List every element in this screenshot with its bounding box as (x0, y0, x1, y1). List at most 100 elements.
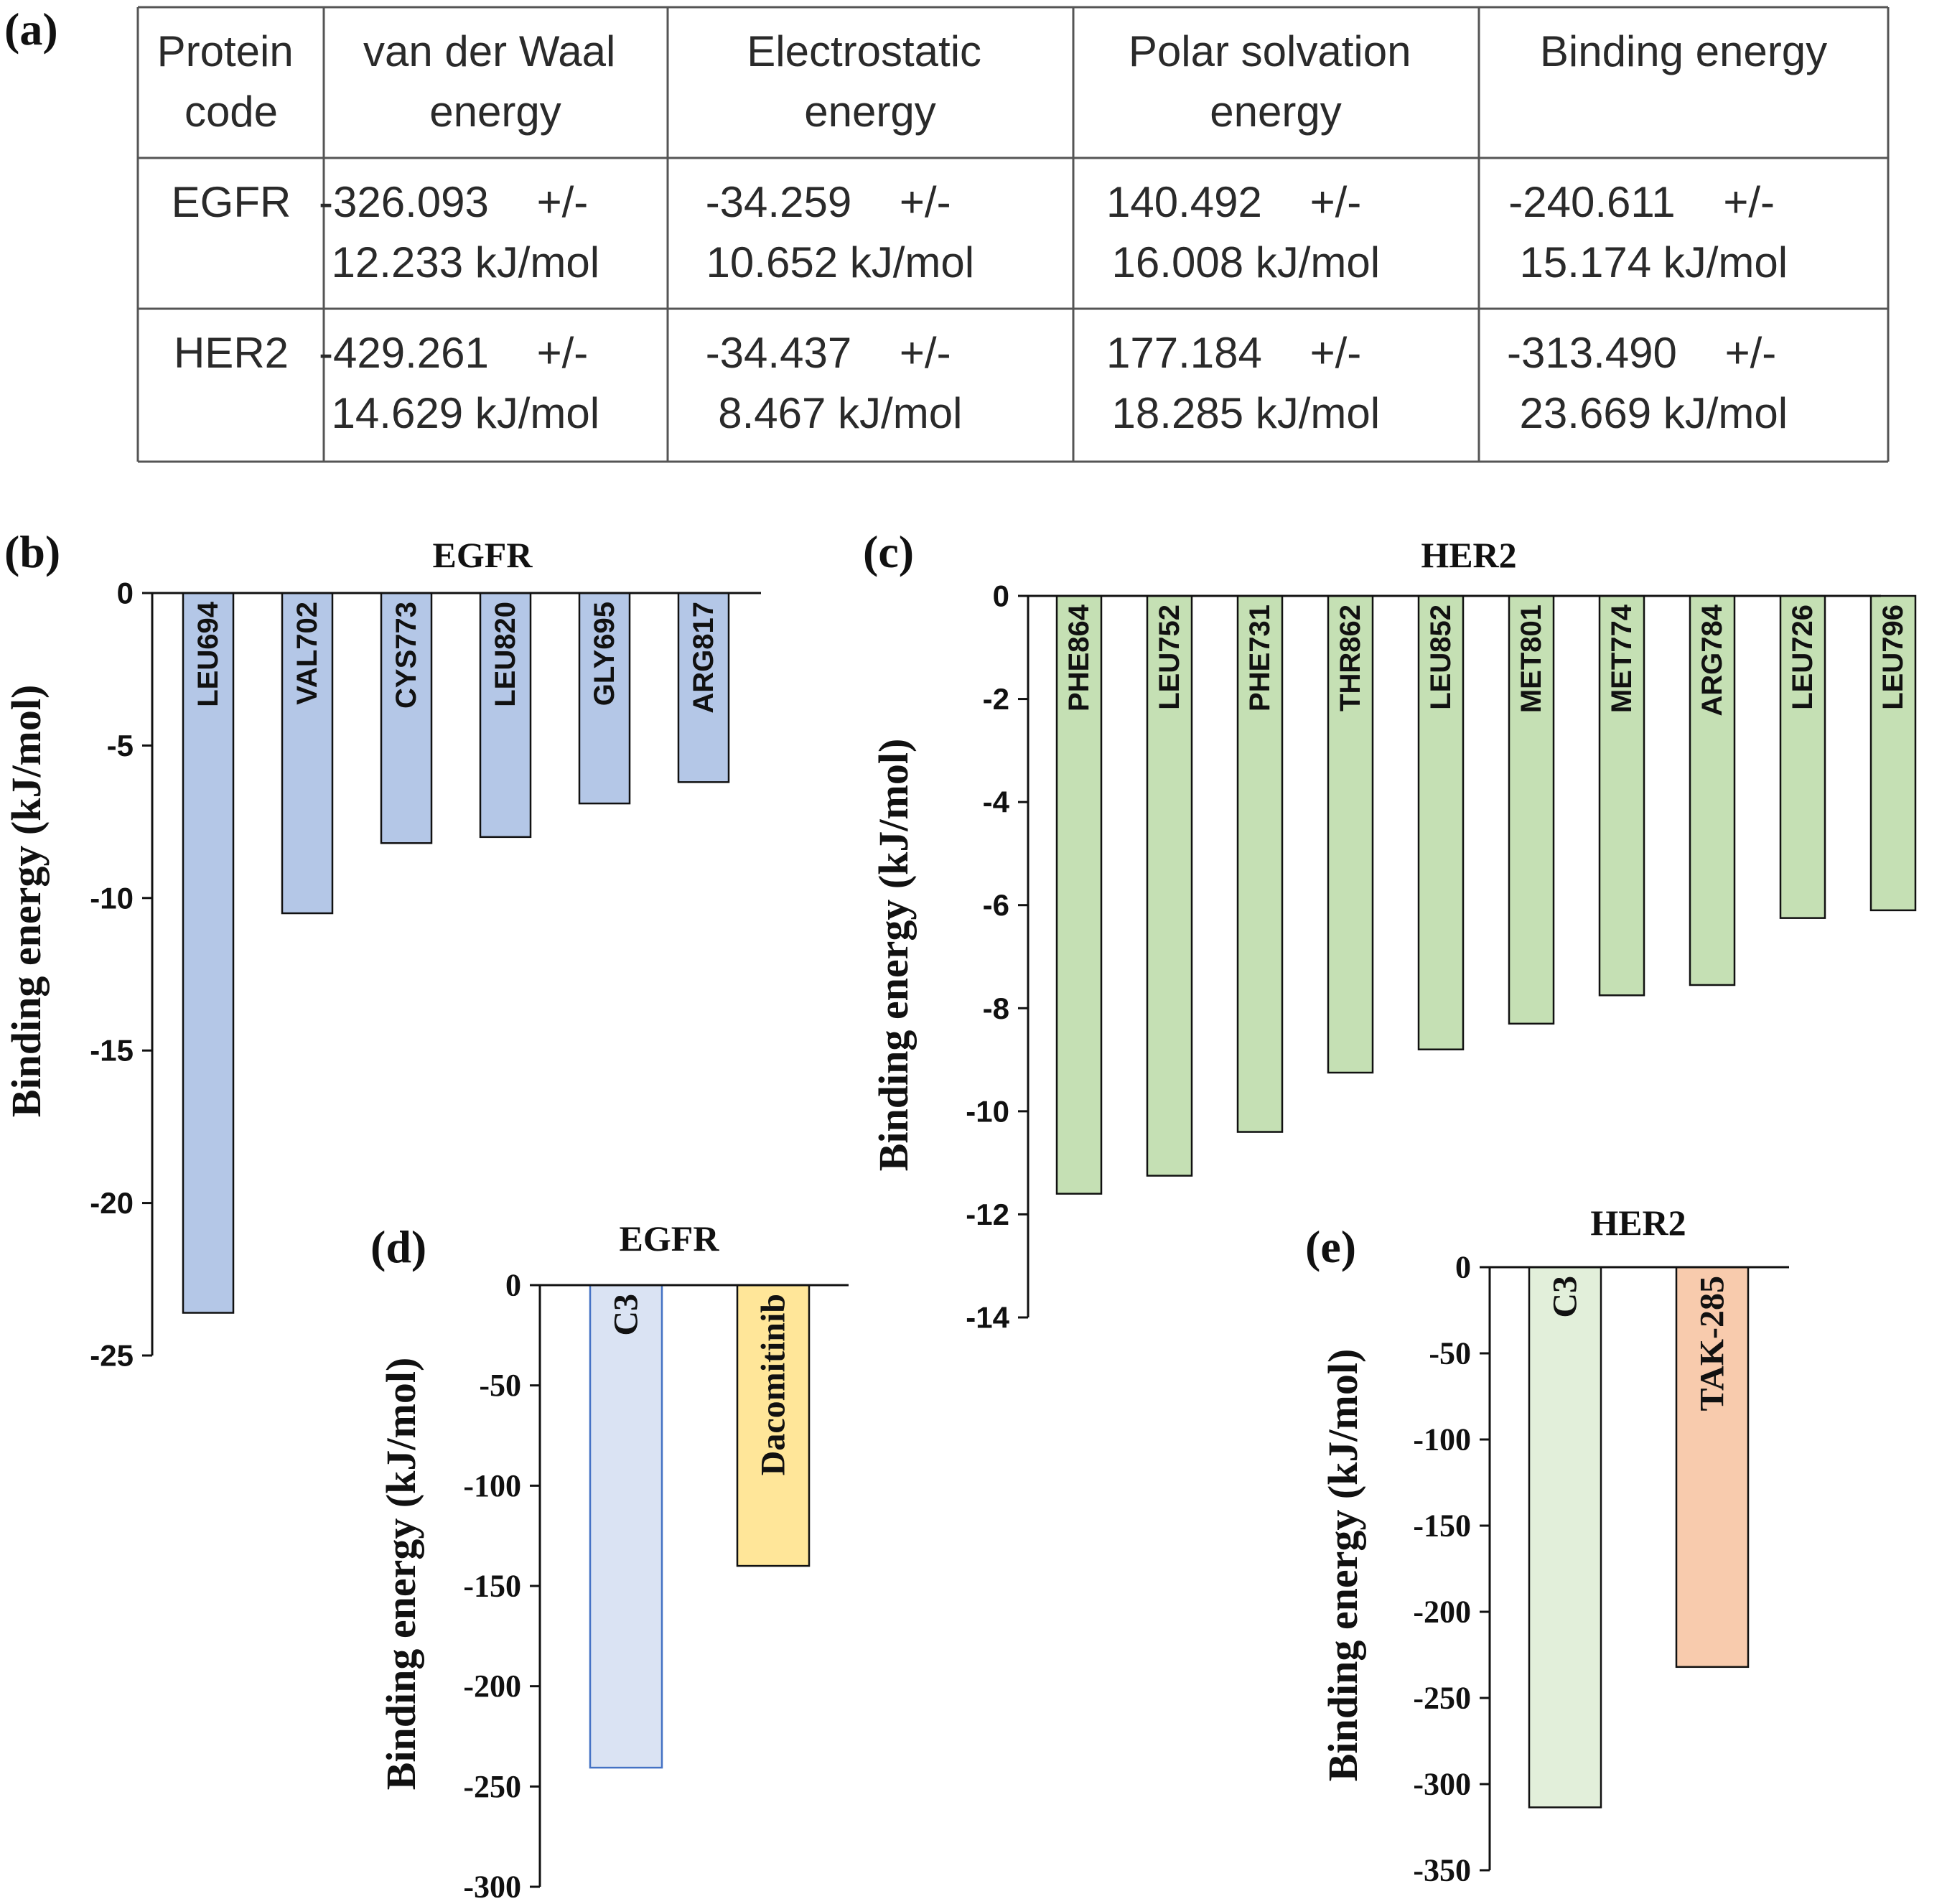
cell-line: 15.174 kJ/mol (1520, 238, 1788, 286)
cell-line: 16.008 kJ/mol (1112, 238, 1381, 286)
bar-label: PHE864 (1063, 604, 1095, 711)
bar-label: MET774 (1606, 604, 1638, 713)
header-line: Polar solvation (1129, 27, 1411, 75)
table-cell: 140.492 +/- 16.008 kJ/mol (0, 0, 1445, 286)
bar (182, 592, 235, 1314)
table-cell: -34.437 +/- 8.467 kJ/mol (0, 0, 1035, 437)
y-tick-label: -300 (463, 1870, 521, 1904)
header-line: energy (804, 88, 935, 136)
bar-label: C3 (1546, 1276, 1584, 1318)
table-header-polar: Polar solvation energy (1129, 27, 1423, 136)
y-tick-label: -250 (463, 1769, 521, 1804)
bar-label: Dacomitinib (755, 1294, 793, 1475)
y-axis-label: Binding energy (kJ/mol) (1320, 1349, 1366, 1782)
table-header-electrostatic: Electrostatic energy (747, 27, 993, 136)
bar (1598, 594, 1645, 997)
cell-line: -34.437 +/- (706, 329, 951, 377)
y-tick-label: -4 (983, 785, 1010, 819)
bar (1689, 594, 1736, 986)
y-tick-label: -5 (107, 729, 134, 762)
bar-label: CYS773 (391, 602, 422, 709)
header-line: Electrostatic (747, 27, 981, 75)
y-tick-label: -20 (90, 1186, 134, 1220)
y-tick-label: -200 (1413, 1595, 1471, 1630)
table-header-protein-code: Protein code (157, 27, 306, 136)
energy-table: Protein code van der Waal energy Electro… (0, 0, 1890, 463)
bar-label: ARG817 (688, 602, 719, 714)
bar-label: VAL702 (291, 602, 323, 705)
bar-label: LEU852 (1425, 605, 1457, 710)
y-tick-label: -10 (90, 881, 134, 915)
bar-label: LEU796 (1877, 605, 1909, 710)
chart-her2-ligands: HER2 Binding energy (kJ/mol) C3 TAK-285 0 -50… (1320, 1203, 1789, 1888)
bar (479, 592, 532, 839)
chart-egfr-ligands: EGFR Binding energy (kJ/mol) C3 Dacomitinib… (378, 1218, 849, 1904)
cell-line: -313.490 +/- (1507, 329, 1776, 377)
header-line: Protein (157, 27, 294, 75)
table-cell: -326.093 +/- 12.233 kJ/mol (0, 0, 672, 286)
bar (578, 592, 631, 805)
y-tick-label: -2 (983, 682, 1009, 716)
cell-line: 23.669 kJ/mol (1520, 389, 1788, 437)
table-cell: -313.490 +/- 23.669 kJ/mol (0, 0, 1860, 437)
y-tick-label: -25 (90, 1339, 134, 1373)
header-line: code (185, 88, 278, 136)
y-tick-label: -50 (479, 1368, 521, 1403)
panel-label-d: (d) (370, 1221, 426, 1272)
cell-line: -34.259 +/- (706, 178, 951, 226)
header-line: energy (429, 88, 561, 136)
y-tick-label: -100 (463, 1468, 521, 1503)
bar (380, 592, 433, 844)
table-header-vdw: van der Waal energy (363, 27, 627, 136)
panel-label-e: (e) (1305, 1221, 1356, 1272)
bar-label: LEU726 (1787, 605, 1818, 710)
cell-line: 140.492 +/- (1106, 178, 1361, 226)
chart-title: EGFR (620, 1218, 720, 1259)
cell-line: -240.611 +/- (1508, 178, 1775, 226)
bar-label: PHE731 (1244, 605, 1276, 711)
cell-line: -429.261 +/- (319, 329, 588, 377)
y-tick-label: -100 (1413, 1422, 1471, 1457)
bar-label: LEU694 (192, 601, 224, 706)
bar (1055, 594, 1103, 1195)
y-tick-label: -300 (1413, 1767, 1471, 1802)
table-cell: -429.261 +/- 14.629 kJ/mol (0, 0, 672, 437)
y-tick-label: 0 (117, 577, 134, 610)
y-axis-label: Binding energy (kJ/mol) (378, 1358, 424, 1791)
y-tick-label: -6 (983, 888, 1009, 922)
bar (1675, 1266, 1750, 1669)
header-line: van der Waal (363, 27, 615, 75)
y-tick-label: -15 (90, 1034, 134, 1068)
cell-line: 18.285 kJ/mol (1112, 389, 1381, 437)
panel-label-c: (c) (863, 526, 914, 577)
y-tick-label: -12 (966, 1198, 1009, 1231)
bar-label: LEU820 (490, 602, 521, 707)
cell-line: 14.629 kJ/mol (332, 389, 600, 437)
bar-label: MET801 (1516, 605, 1547, 713)
y-tick-label: 0 (993, 579, 1009, 613)
y-tick-label: -200 (463, 1669, 521, 1704)
y-tick-label: -10 (966, 1094, 1009, 1128)
y-tick-label: 0 (1455, 1250, 1471, 1285)
y-tick-label: -250 (1413, 1681, 1471, 1716)
y-axis-label: Binding energy (kJ/mol) (870, 739, 917, 1172)
bar-label: GLY695 (589, 602, 620, 706)
table-cell: 177.184 +/- 18.285 kJ/mol (0, 0, 1445, 437)
bar (1528, 1266, 1602, 1809)
table-cell: -240.611 +/- 15.174 kJ/mol (0, 0, 1859, 286)
bar (1417, 594, 1465, 1050)
table-cell: -34.259 +/- 10.652 kJ/mol (0, 0, 1035, 286)
y-tick-label: -350 (1413, 1853, 1471, 1888)
y-tick-label: -150 (463, 1569, 521, 1604)
bar-label: C3 (607, 1294, 645, 1336)
table-header-binding: Binding energy (1540, 27, 1827, 75)
table-cell: HER2 (174, 329, 289, 377)
bar-label: ARG784 (1696, 604, 1728, 716)
y-tick-label: -50 (1429, 1336, 1471, 1371)
y-axis-label: Binding energy (kJ/mol) (3, 685, 50, 1118)
bar-label: LEU752 (1154, 605, 1185, 710)
panel-label-a: (a) (4, 4, 58, 55)
cell-line: 177.184 +/- (1106, 329, 1361, 377)
y-tick-label: 0 (505, 1268, 521, 1303)
